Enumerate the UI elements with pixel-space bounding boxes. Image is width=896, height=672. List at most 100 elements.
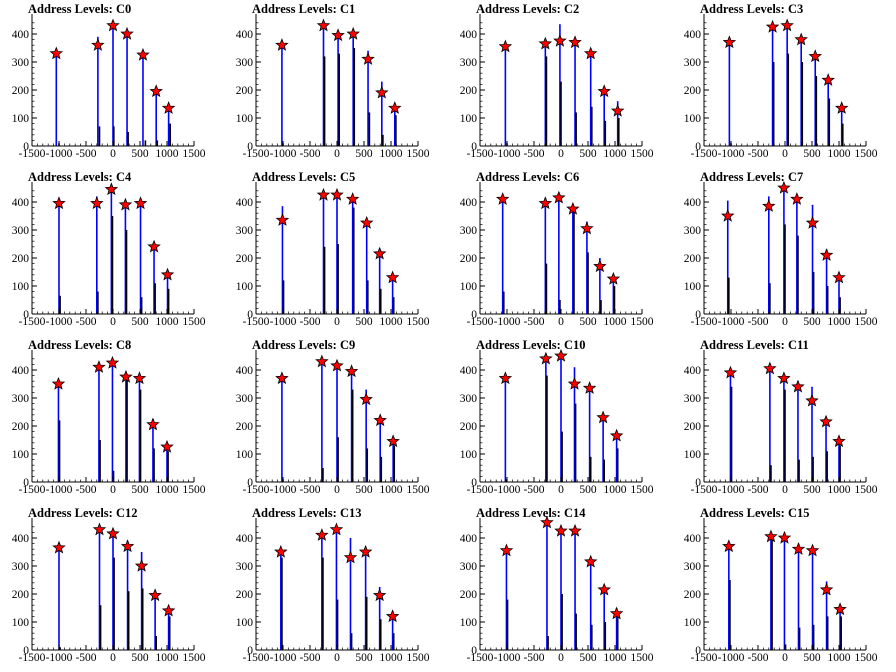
peak-star-marker (388, 101, 402, 114)
y-tick-label: 200 (236, 85, 254, 97)
y-tick-label: 300 (684, 57, 702, 69)
peak-star-marker (553, 33, 567, 47)
y-tick-label: 0 (247, 141, 253, 153)
x-tick-label: 500 (803, 148, 821, 160)
peak-star-marker (132, 371, 147, 385)
x-tick-label: 0 (558, 316, 564, 328)
chart-title: Address Levels: C12 (28, 506, 138, 520)
x-tick-label: 0 (334, 148, 340, 160)
peak-star-marker (275, 371, 289, 385)
x-tick-label: -1500 (19, 652, 46, 664)
y-tick-label: 100 (684, 281, 702, 293)
chart-panel: Address Levels: C13 0 100 200 300 400 -1500 -10… (236, 506, 430, 664)
chart-panel: Address Levels: C8 0 100 200 300 400 -1500 -100… (12, 338, 206, 496)
peak-star-marker (498, 371, 513, 385)
peak-star-marker (722, 35, 737, 49)
x-tick-label: 1500 (183, 316, 206, 328)
x-tick-label: 0 (110, 484, 116, 496)
x-tick-label: 0 (110, 148, 116, 160)
peak-star-marker (149, 84, 163, 98)
x-tick-label: -1000 (718, 484, 745, 496)
peak-star-marker (764, 529, 778, 543)
peak-star-marker (794, 32, 808, 46)
y-tick-label: 300 (12, 225, 30, 237)
x-tick-label: 1500 (183, 484, 206, 496)
peak-star-marker (597, 582, 611, 596)
chart-title: Address Levels: C15 (700, 506, 810, 520)
chart-title: Address Levels: C1 (252, 2, 355, 16)
x-tick-label: -500 (299, 484, 320, 496)
x-tick-label: 500 (579, 148, 597, 160)
peak-star-marker (160, 267, 175, 281)
x-tick-label: 1000 (380, 148, 403, 160)
x-tick-label: 0 (334, 652, 340, 664)
peak-star-marker (359, 215, 374, 229)
x-tick-label: 500 (131, 316, 149, 328)
x-tick-label: -1500 (243, 148, 270, 160)
peak-star-marker (106, 18, 120, 32)
peak-star-marker (808, 49, 822, 63)
peak-star-marker (133, 196, 148, 210)
x-tick-label: -1000 (270, 148, 297, 160)
y-tick-label: 400 (12, 197, 30, 209)
y-tick-label: 400 (12, 533, 30, 545)
chart-title: Address Levels: C11 (700, 338, 809, 352)
x-tick-label: -500 (75, 148, 96, 160)
chart-title: Address Levels: C5 (252, 170, 355, 184)
peak-star-marker (315, 354, 329, 368)
y-tick-label: 100 (12, 617, 30, 629)
y-tick-label: 100 (236, 113, 254, 125)
peak-star-marker (346, 26, 360, 40)
peak-star-marker (568, 35, 582, 49)
x-tick-label: -1000 (46, 484, 73, 496)
peak-star-marker (498, 39, 513, 53)
x-tick-label: 1000 (156, 484, 179, 496)
x-tick-label: 1000 (380, 652, 403, 664)
x-tick-label: 1500 (631, 484, 654, 496)
chart-title: Address Levels: C3 (700, 2, 803, 16)
chart-title: Address Levels: C2 (476, 2, 579, 16)
y-tick-label: 0 (23, 645, 29, 657)
peak-star-marker (330, 187, 344, 201)
peak-star-marker (51, 376, 66, 390)
peak-star-marker (344, 364, 359, 378)
y-tick-label: 200 (12, 85, 30, 97)
y-tick-label: 300 (684, 225, 702, 237)
y-tick-label: 400 (236, 197, 254, 209)
y-tick-label: 100 (460, 617, 478, 629)
peak-star-marker (819, 414, 833, 428)
peak-star-marker (119, 369, 133, 383)
x-tick-label: -1000 (46, 652, 73, 664)
x-tick-label: -500 (75, 316, 96, 328)
x-tick-label: -500 (747, 316, 768, 328)
x-tick-label: 0 (782, 484, 788, 496)
peak-star-marker (499, 543, 514, 557)
y-tick-label: 400 (236, 29, 254, 41)
peak-star-marker (763, 361, 777, 375)
peak-star-marker (385, 609, 400, 623)
y-tick-label: 300 (684, 393, 702, 405)
y-tick-label: 400 (684, 365, 702, 377)
peak-star-marker (160, 439, 174, 453)
y-tick-label: 400 (236, 365, 254, 377)
peak-star-marker (777, 371, 791, 385)
x-tick-label: -500 (299, 316, 320, 328)
x-tick-label: 1000 (828, 148, 851, 160)
chart-title: Address Levels: C10 (476, 338, 586, 352)
peak-star-marker (805, 543, 820, 557)
y-tick-label: 0 (247, 309, 253, 321)
peak-star-marker (315, 528, 329, 541)
y-tick-label: 400 (460, 197, 478, 209)
x-tick-label: 1500 (855, 652, 878, 664)
y-tick-label: 300 (460, 57, 478, 69)
x-tick-label: -1500 (19, 484, 46, 496)
x-tick-label: 1500 (183, 652, 206, 664)
y-tick-label: 300 (684, 561, 702, 573)
x-tick-label: -1500 (467, 484, 494, 496)
x-tick-label: -500 (299, 652, 320, 664)
peak-star-marker (583, 554, 598, 568)
peak-star-marker (568, 523, 582, 537)
chart-panel: Address Levels: C10 0 100 200 300 400 -1500 -10… (460, 338, 654, 496)
peak-star-marker (780, 18, 794, 32)
